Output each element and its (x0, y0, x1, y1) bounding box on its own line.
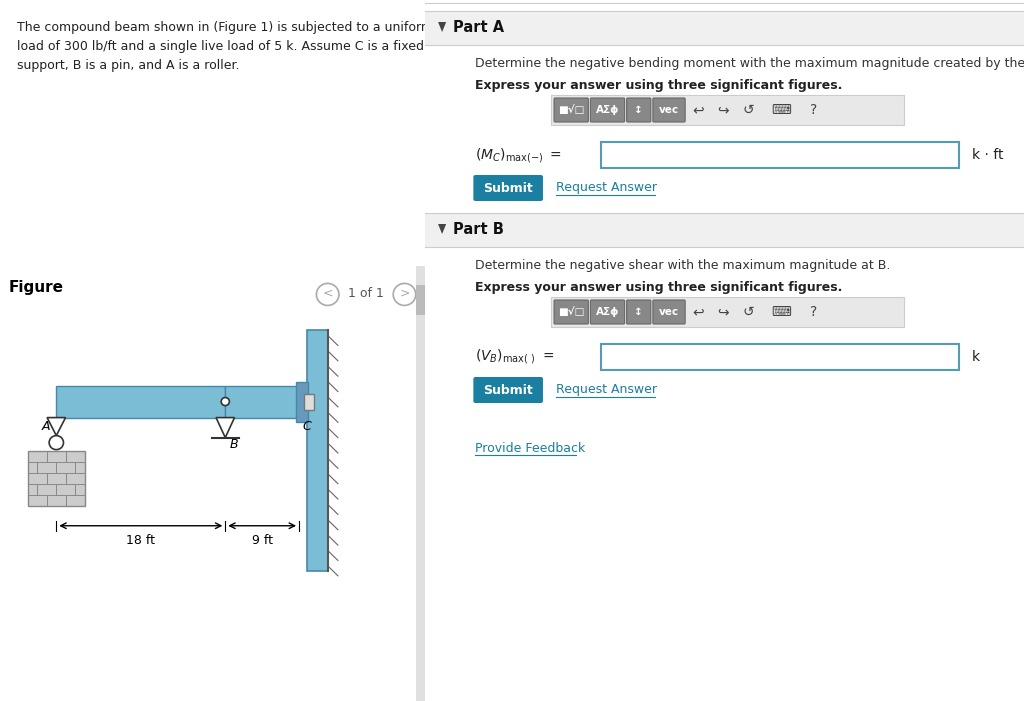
Text: Submit: Submit (482, 182, 532, 194)
Text: 9 ft: 9 ft (252, 533, 272, 547)
Bar (601, 344, 959, 370)
FancyBboxPatch shape (653, 300, 685, 324)
Text: Provide Feedback: Provide Feedback (475, 442, 586, 456)
Text: Figure: Figure (8, 280, 63, 295)
Text: B: B (229, 437, 238, 451)
Text: ⌨: ⌨ (771, 103, 791, 117)
Text: >: > (399, 287, 410, 300)
Text: A: A (42, 420, 50, 433)
Text: ?: ? (810, 103, 817, 117)
Bar (56, 386, 225, 418)
FancyBboxPatch shape (627, 98, 651, 122)
Text: $(M_C)_{\mathrm{max}(-)}\ =$: $(M_C)_{\mathrm{max}(-)}\ =$ (475, 146, 562, 165)
Text: Submit: Submit (482, 383, 532, 397)
FancyBboxPatch shape (627, 300, 651, 324)
Text: ↪: ↪ (718, 103, 729, 117)
Text: vec: vec (659, 105, 679, 115)
Bar (304, 393, 314, 409)
Bar (225, 386, 299, 418)
Bar (601, 142, 959, 168)
Text: ⌨: ⌨ (771, 305, 791, 319)
Text: C: C (302, 420, 311, 433)
Text: Determine the negative bending moment with the maximum magnitude created by thes: Determine the negative bending moment wi… (475, 57, 1024, 70)
Text: ↕: ↕ (635, 105, 643, 115)
Text: ↕: ↕ (635, 307, 643, 317)
FancyBboxPatch shape (591, 98, 625, 122)
Text: Express your answer using three significant figures.: Express your answer using three signific… (475, 281, 843, 294)
Bar (551, 95, 904, 125)
Text: ■√□: ■√□ (558, 105, 585, 115)
Text: AΣϕ: AΣϕ (596, 105, 620, 115)
Text: Request Answer: Request Answer (556, 383, 657, 397)
Text: ■√□: ■√□ (558, 307, 585, 317)
Bar (551, 297, 904, 327)
Polygon shape (438, 224, 446, 234)
FancyBboxPatch shape (554, 98, 589, 122)
FancyBboxPatch shape (473, 377, 543, 403)
Text: Part A: Part A (454, 20, 505, 36)
FancyBboxPatch shape (591, 300, 625, 324)
Text: The compound beam shown in (Figure 1) is subjected to a uniform dead
load of 300: The compound beam shown in (Figure 1) is… (17, 21, 469, 72)
Bar (425, 213, 1024, 247)
FancyBboxPatch shape (473, 175, 543, 201)
Polygon shape (47, 418, 66, 435)
Text: 18 ft: 18 ft (126, 533, 156, 547)
FancyBboxPatch shape (653, 98, 685, 122)
Text: k · ft: k · ft (972, 148, 1004, 162)
FancyBboxPatch shape (554, 300, 589, 324)
Text: ↺: ↺ (742, 305, 755, 319)
Text: Express your answer using three significant figures.: Express your answer using three signific… (475, 79, 843, 92)
Polygon shape (438, 22, 446, 32)
Text: Determine the negative shear with the maximum magnitude at B.: Determine the negative shear with the ma… (475, 259, 891, 272)
Bar (28, 451, 85, 505)
Text: vec: vec (659, 307, 679, 317)
Text: Request Answer: Request Answer (556, 182, 657, 194)
Bar (416, 266, 425, 701)
Bar (296, 381, 308, 421)
Text: Part B: Part B (454, 222, 504, 238)
Text: <: < (323, 287, 333, 300)
Text: ?: ? (810, 305, 817, 319)
Bar (307, 330, 328, 571)
Text: 1 of 1: 1 of 1 (347, 287, 384, 300)
Text: k: k (972, 350, 980, 364)
Bar (416, 285, 425, 315)
Text: ↩: ↩ (692, 305, 705, 319)
Text: ↪: ↪ (718, 305, 729, 319)
Text: $(V_B)_{\mathrm{max}(\ )}\ =$: $(V_B)_{\mathrm{max}(\ )}\ =$ (475, 348, 555, 367)
Polygon shape (216, 418, 234, 437)
Bar (425, 11, 1024, 45)
Text: ↺: ↺ (742, 103, 755, 117)
Circle shape (221, 397, 229, 406)
Text: ↩: ↩ (692, 103, 705, 117)
Text: AΣϕ: AΣϕ (596, 307, 620, 317)
